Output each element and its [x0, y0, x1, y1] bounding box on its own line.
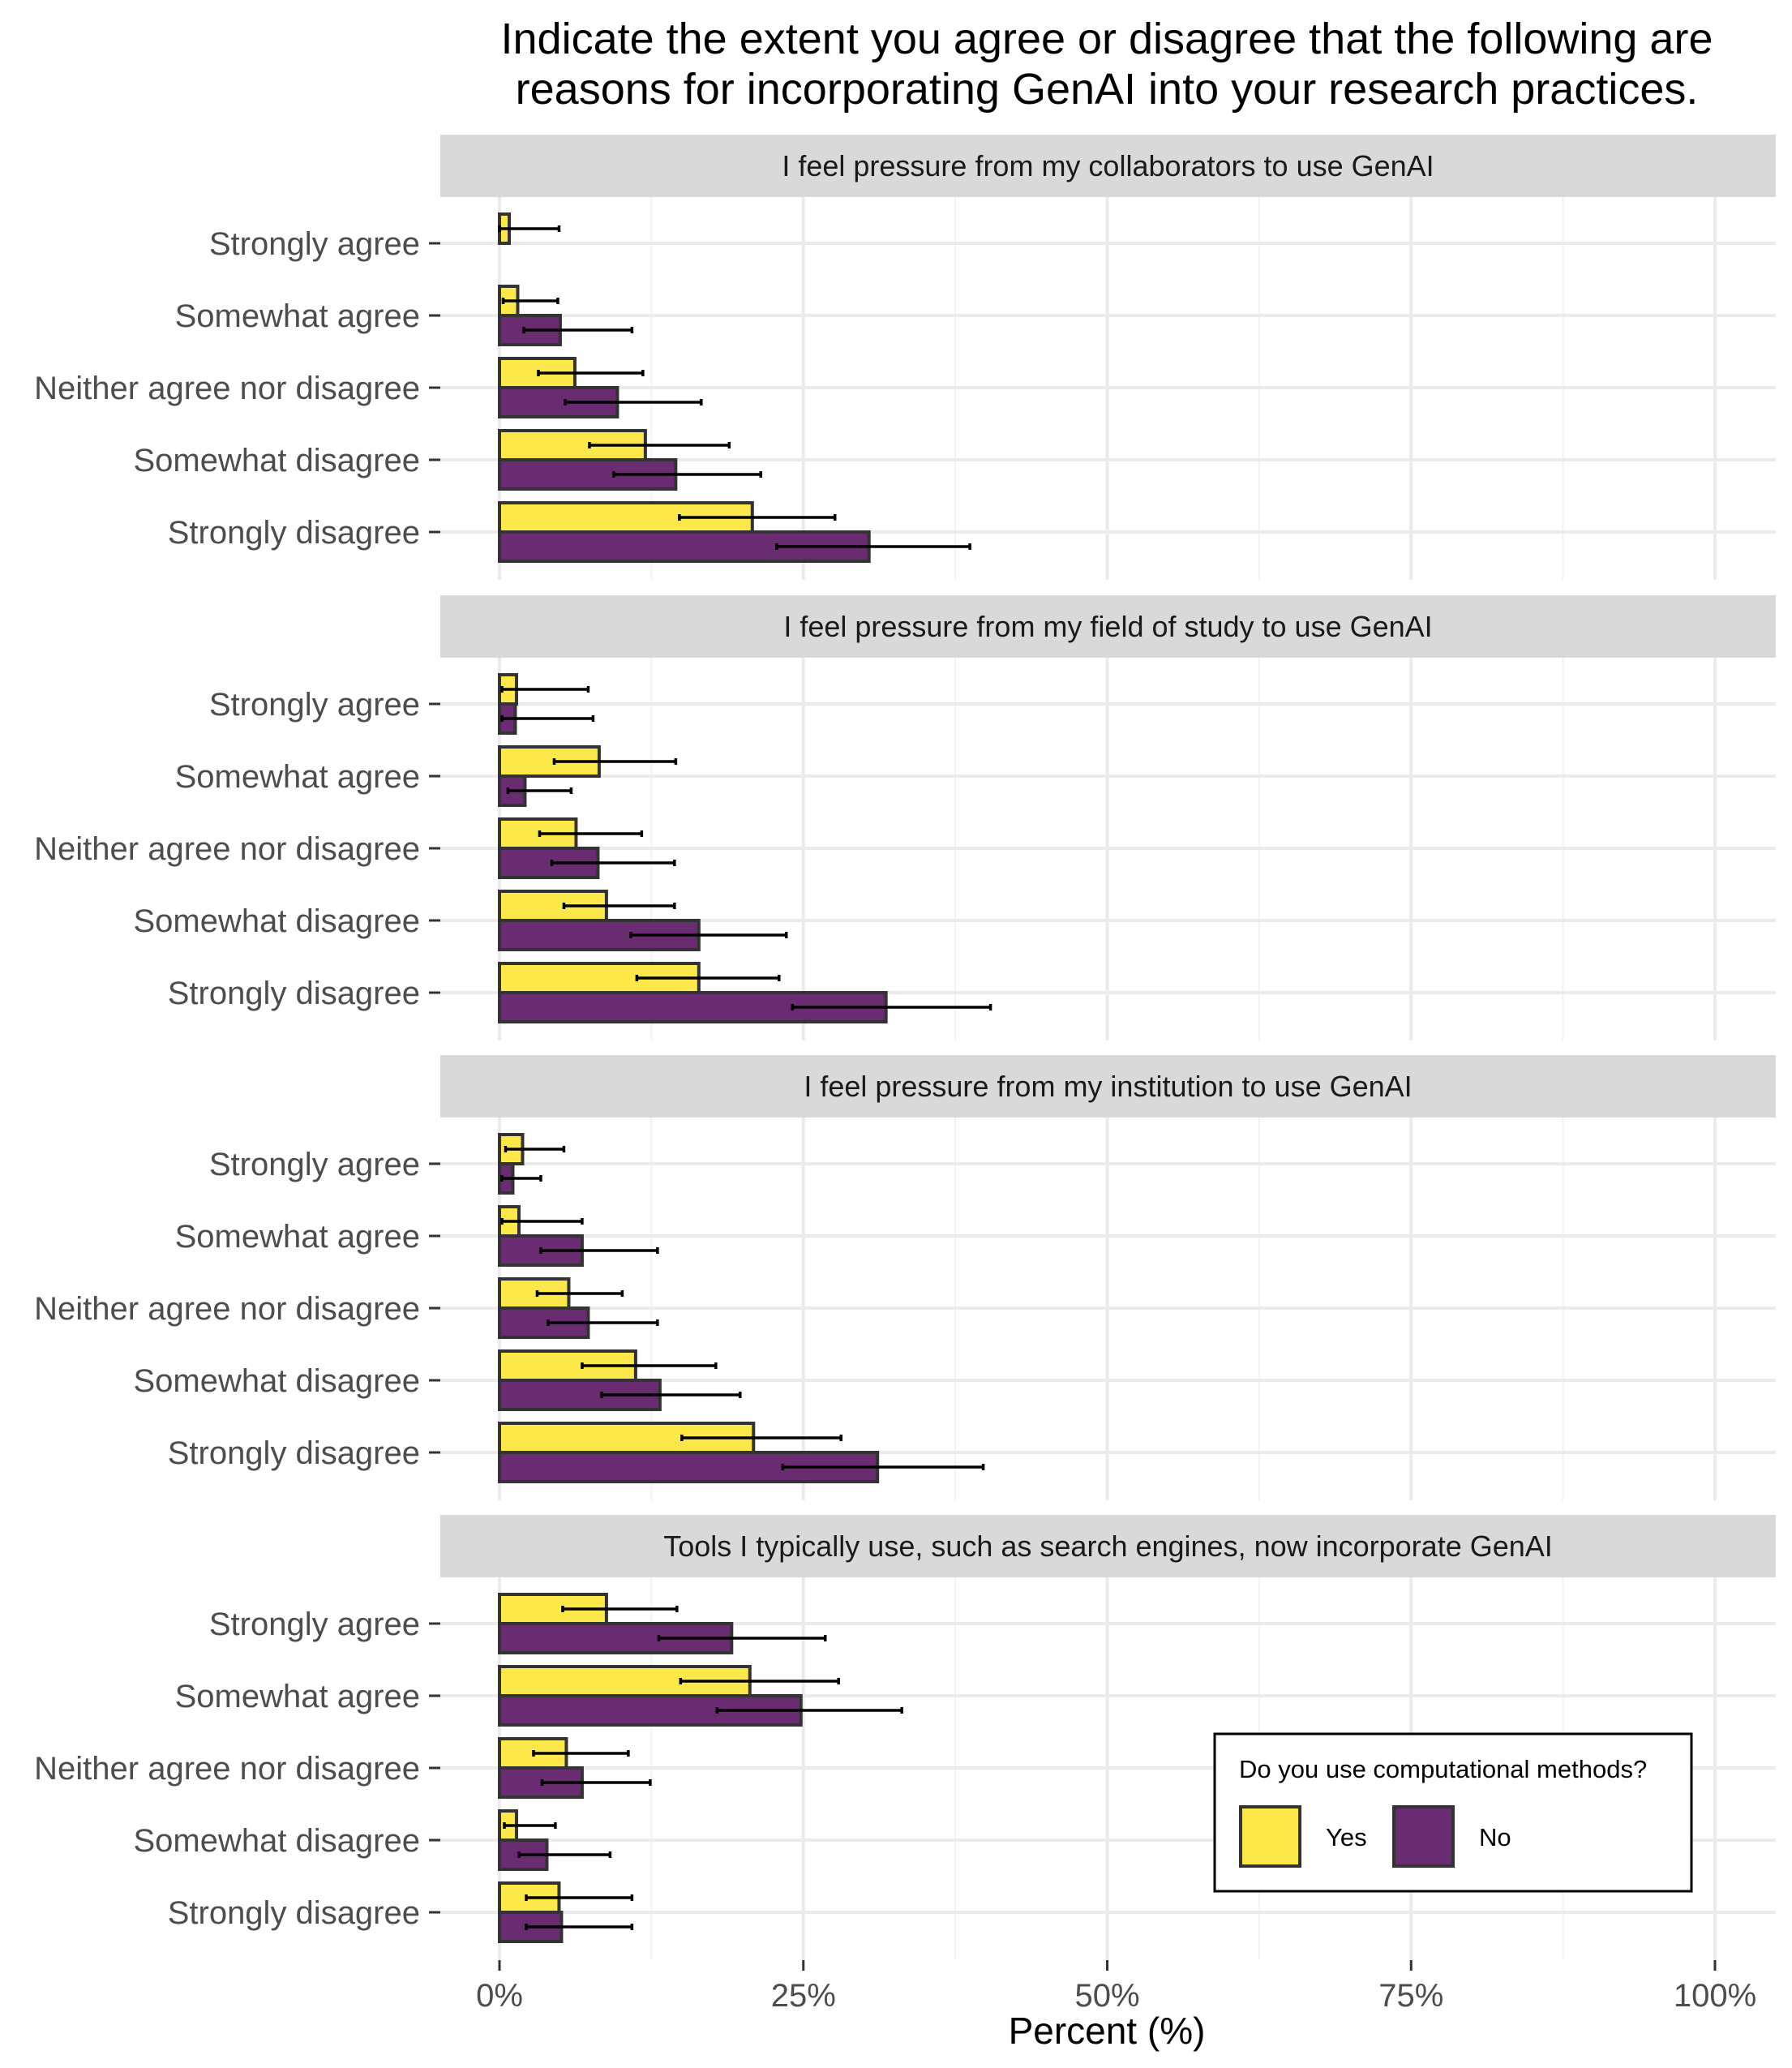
x-tick-label: 25% — [771, 1978, 836, 2014]
category-label: Neither agree nor disagree — [34, 1291, 420, 1327]
error-bar — [522, 327, 634, 333]
category-label: Somewhat disagree — [133, 1823, 420, 1859]
error-bar — [498, 225, 561, 232]
error-bar — [539, 1247, 659, 1254]
facet-strip — [440, 595, 1776, 658]
legend-label-no: No — [1479, 1823, 1511, 1851]
category-label: Strongly disagree — [168, 515, 420, 551]
facet-strip — [440, 1055, 1776, 1118]
error-bar — [550, 860, 676, 866]
error-bar — [635, 975, 781, 981]
legend-label-yes: Yes — [1326, 1823, 1367, 1851]
error-bar — [525, 1894, 634, 1901]
facet-strip — [440, 1515, 1776, 1577]
category-label: Somewhat disagree — [133, 443, 420, 478]
facet-panel: I feel pressure from my collaborators to… — [34, 135, 1776, 580]
error-bar — [538, 830, 644, 837]
category-label: Strongly disagree — [168, 976, 420, 1011]
error-bar — [500, 715, 595, 722]
x-tick-label: 75% — [1378, 1978, 1443, 2014]
error-bar — [500, 686, 590, 693]
category-label: Strongly agree — [209, 1147, 420, 1182]
error-bar — [535, 1290, 624, 1297]
error-bar — [552, 758, 678, 765]
category-label: Neither agree nor disagree — [34, 831, 420, 867]
error-bar — [561, 1606, 679, 1612]
x-axis: 0% 25% 50% 75% 100% — [476, 1960, 1756, 2014]
error-bar — [678, 514, 837, 521]
category-label: Neither agree nor disagree — [34, 371, 420, 406]
error-bar — [680, 1435, 842, 1441]
facet-strip-label: Tools I typically use, such as search en… — [663, 1530, 1553, 1563]
category-label: Somewhat disagree — [133, 1363, 420, 1399]
error-bar — [532, 1750, 630, 1757]
facet-panel: Tools I typically use, such as search en… — [34, 1515, 1776, 1960]
error-bar — [562, 903, 676, 909]
error-bar — [657, 1635, 827, 1641]
error-bar — [547, 1319, 659, 1326]
category-label: Somewhat agree — [175, 1219, 420, 1255]
error-bar — [581, 1362, 718, 1369]
facet-panel: I feel pressure from my field of study t… — [34, 595, 1776, 1040]
error-bar — [629, 932, 788, 938]
error-bar — [517, 1851, 612, 1858]
legend-key-yes — [1239, 1805, 1301, 1868]
x-tick-label: 50% — [1074, 1978, 1139, 2014]
legend: Do you use computational methods? Yes No — [1213, 1732, 1693, 1893]
error-bar — [503, 1822, 557, 1829]
facet-strip-label: I feel pressure from my field of study t… — [783, 610, 1432, 643]
legend-key-no — [1392, 1805, 1455, 1868]
error-bar — [612, 471, 763, 478]
bar-no — [498, 386, 619, 418]
category-label: Somewhat agree — [175, 1679, 420, 1714]
error-bar — [564, 399, 703, 405]
category-label: Strongly agree — [209, 226, 420, 262]
error-bar — [679, 1678, 840, 1684]
error-bar — [504, 1146, 566, 1152]
facet-panel: I feel pressure from my institution to u… — [34, 1055, 1776, 1500]
chart-title: Indicate the extent you agree or disagre… — [501, 15, 1713, 114]
error-bar — [540, 1779, 652, 1786]
facet-strip-label: I feel pressure from my institution to u… — [804, 1070, 1412, 1103]
facet-panels: I feel pressure from my collaborators to… — [34, 135, 1776, 1960]
error-bar — [781, 1464, 985, 1470]
error-bar — [537, 370, 645, 376]
error-bar — [588, 442, 731, 448]
error-bar — [506, 787, 573, 794]
category-label: Strongly disagree — [168, 1895, 420, 1931]
category-label: Somewhat disagree — [133, 903, 420, 939]
error-bar — [600, 1392, 742, 1398]
facet-strip-label: I feel pressure from my collaborators to… — [782, 149, 1434, 182]
x-axis-title: Percent (%) — [1009, 2010, 1206, 2052]
category-label: Strongly agree — [209, 687, 420, 723]
facet-strip — [440, 135, 1776, 197]
category-label: Somewhat agree — [175, 298, 420, 334]
chart-title-line-1: Indicate the extent you agree or disagre… — [501, 15, 1713, 63]
error-bar — [715, 1707, 903, 1714]
error-bar — [500, 1175, 542, 1182]
legend-title: Do you use computational methods? — [1239, 1755, 1647, 1783]
category-label: Strongly agree — [209, 1607, 420, 1642]
error-bar — [791, 1004, 992, 1010]
x-tick-label: 0% — [476, 1978, 523, 2014]
error-bar — [775, 543, 971, 550]
x-tick-label: 100% — [1674, 1978, 1756, 2014]
category-label: Strongly disagree — [168, 1435, 420, 1471]
error-bar — [501, 298, 559, 304]
chart-title-line-2: reasons for incorporating GenAI into you… — [516, 65, 1699, 114]
error-bar — [525, 1924, 634, 1930]
category-label: Neither agree nor disagree — [34, 1751, 420, 1787]
category-label: Somewhat agree — [175, 759, 420, 795]
error-bar — [500, 1218, 584, 1225]
